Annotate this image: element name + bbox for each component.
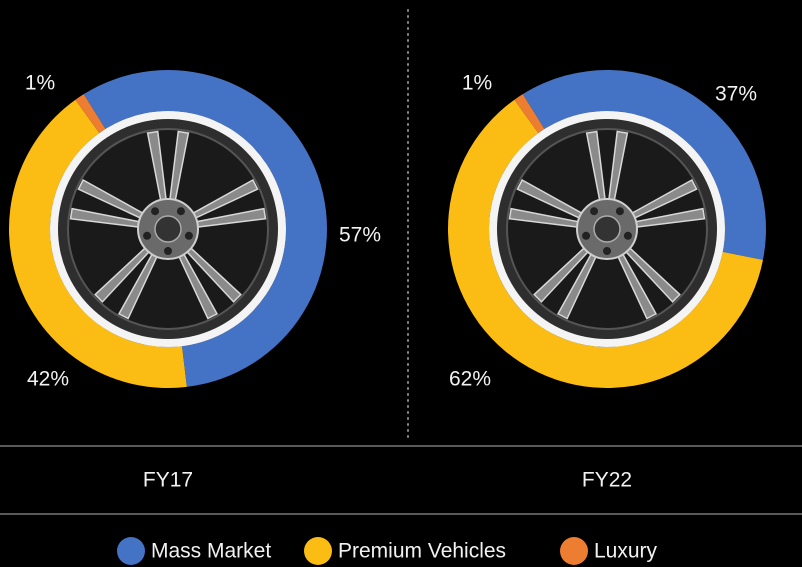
donut-segment	[447, 99, 763, 389]
value-label: 1%	[25, 72, 55, 95]
value-label: 1%	[462, 72, 492, 95]
legend-swatch	[560, 537, 588, 565]
chart-title: FY22	[582, 469, 632, 492]
legend-label: Mass Market	[151, 540, 271, 563]
wheel	[50, 111, 286, 347]
value-label: 42%	[27, 368, 69, 391]
value-label: 62%	[449, 368, 491, 391]
wheel-bolt	[143, 231, 152, 240]
value-label: 57%	[339, 224, 381, 247]
wheel-bolt	[151, 207, 160, 216]
donut-segment	[522, 70, 766, 260]
wheel-bolt	[615, 207, 624, 216]
donut-segment	[514, 94, 545, 134]
wheel	[489, 111, 725, 347]
wheel-bolt	[582, 231, 591, 240]
value-label: 37%	[715, 83, 757, 106]
wheel-cap	[154, 215, 182, 243]
wheel-bolt	[164, 247, 172, 255]
donut-segment	[8, 99, 187, 388]
legend-swatch	[304, 537, 332, 565]
wheel-cap	[593, 215, 621, 243]
legend-swatch	[117, 537, 145, 565]
wheel-bolt	[603, 247, 611, 255]
legend-label: Luxury	[594, 540, 658, 563]
donut-segment	[83, 70, 327, 387]
donut-segment	[75, 94, 106, 134]
chart-title: FY17	[143, 469, 193, 492]
wheel-bolt	[184, 231, 193, 240]
wheel-bolt	[176, 207, 185, 216]
wheel-bolt	[590, 207, 599, 216]
legend-label: Premium Vehicles	[338, 540, 506, 563]
wheel-bolt	[623, 231, 632, 240]
